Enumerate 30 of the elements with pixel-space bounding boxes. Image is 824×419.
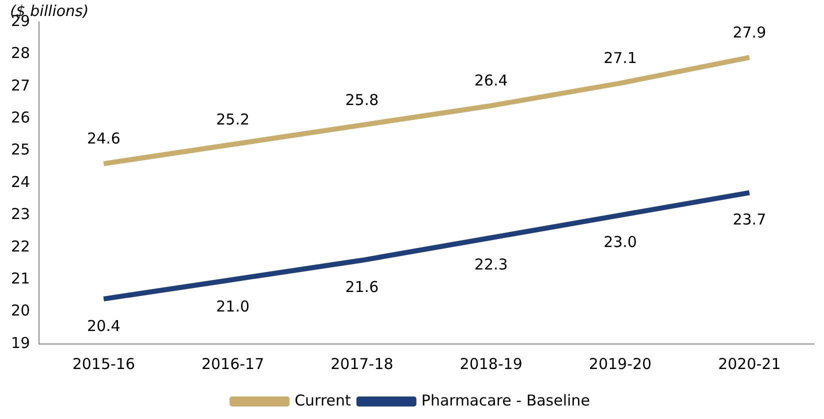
y-tick-label: 19	[10, 334, 30, 352]
data-label: 21.0	[216, 297, 250, 316]
data-label: 25.8	[345, 90, 379, 109]
y-tick-label: 21	[10, 269, 30, 288]
data-label: 20.4	[86, 316, 120, 335]
data-label: 21.6	[345, 278, 379, 296]
x-tick-label: 2015-16	[72, 354, 136, 373]
y-tick-label: 26	[10, 108, 30, 126]
data-label: 27.9	[732, 23, 766, 42]
y-tick-label: 28	[10, 44, 30, 62]
y-tick-label: 23	[10, 205, 30, 224]
y-tick-label: 27	[10, 76, 30, 94]
x-tick-label: 2017-18	[330, 354, 394, 373]
x-tick-label: 2019-20	[588, 354, 652, 373]
y-tick-label: 22	[10, 237, 30, 256]
data-label: 27.1	[604, 49, 637, 68]
data-label: 23.0	[604, 233, 637, 252]
data-label: 22.3	[474, 256, 508, 274]
data-label: 23.7	[732, 210, 766, 229]
legend-label: Pharmacare - Baseline	[421, 391, 590, 410]
y-tick-label: 20	[10, 302, 30, 320]
data-label: 26.4	[474, 72, 508, 90]
x-tick-label: 2016-17	[201, 354, 264, 373]
y-tick-label: 25	[10, 140, 30, 159]
x-tick-label: 2018-19	[460, 354, 522, 373]
y-tick-label: 24	[10, 172, 30, 191]
data-label: 25.2	[216, 110, 250, 128]
legend-label: Current	[294, 391, 352, 410]
x-tick-label: 2020-21	[718, 354, 781, 373]
data-label: 24.6	[86, 130, 120, 148]
